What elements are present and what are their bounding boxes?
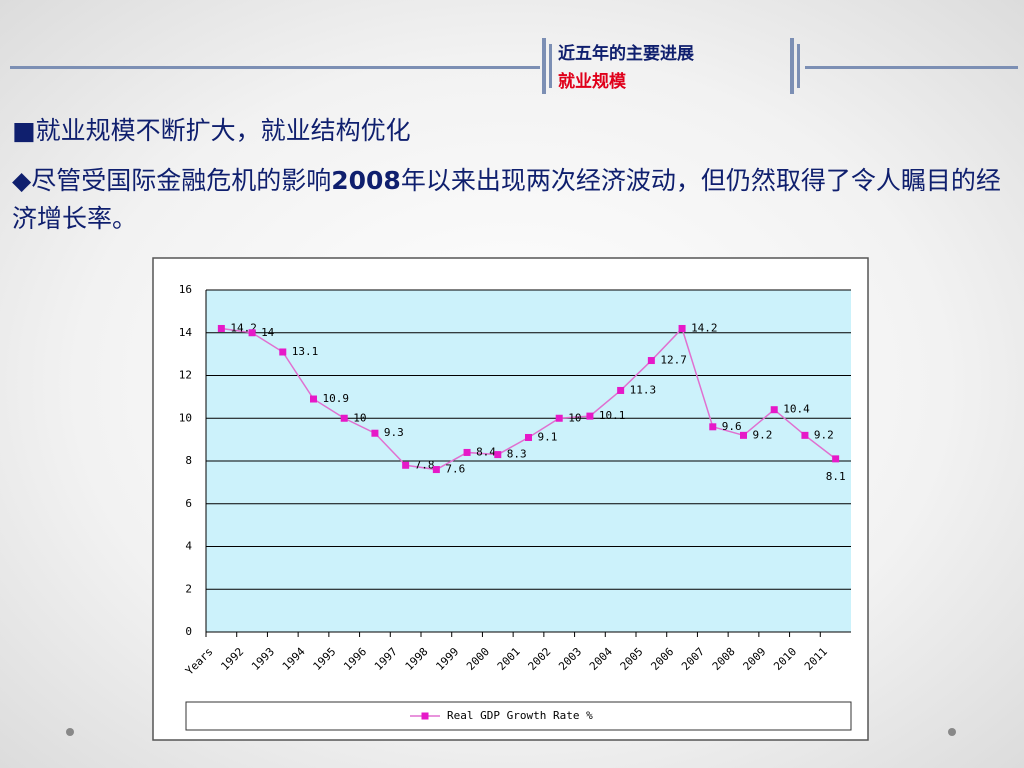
text-bold: 2008: [331, 166, 401, 195]
data-point: [647, 357, 655, 365]
decor-dot: [66, 728, 74, 736]
data-point: [770, 406, 778, 414]
y-tick-label: 2: [185, 582, 192, 595]
y-tick-label: 10: [179, 411, 192, 424]
data-label: 11.3: [630, 383, 657, 396]
data-label: 9.1: [538, 430, 558, 443]
text: ◆尽管受国际金融危机的影响: [12, 166, 332, 195]
data-point: [586, 412, 594, 420]
data-point: [310, 395, 317, 403]
header-subtitle: 就业规模: [558, 72, 626, 92]
y-tick-label: 6: [185, 497, 192, 510]
data-label: 14.2: [691, 321, 718, 334]
y-tick-label: 14: [179, 326, 193, 339]
data-label: 7.8: [415, 458, 435, 471]
decor-dot: [948, 728, 956, 736]
header: 近五年的主要进展 就业规模: [558, 40, 694, 96]
data-point: [494, 451, 502, 459]
data-label: 10.9: [323, 392, 350, 405]
data-point: [340, 414, 348, 422]
data-point: [432, 466, 440, 474]
data-label: 9.6: [722, 420, 742, 433]
legend-label: Real GDP Growth Rate %: [447, 709, 593, 722]
data-label: 9.3: [384, 426, 404, 439]
data-label: 8.4: [476, 445, 496, 458]
data-point: [402, 461, 410, 469]
data-point: [371, 429, 379, 437]
text: 年以来出现两次经济波动，但仍然取得了令人瞩目的经济增长率。: [12, 166, 1001, 233]
data-label: 14: [261, 326, 275, 339]
header-bar: [797, 44, 800, 88]
data-label: 10.1: [599, 409, 626, 422]
data-label: 10: [568, 411, 581, 424]
legend-box: [185, 701, 852, 731]
y-tick-label: 12: [179, 369, 192, 382]
header-bar: [549, 44, 552, 88]
data-label: 8.3: [507, 448, 527, 461]
data-label: 13.1: [292, 345, 319, 358]
header-bar: [790, 38, 794, 94]
data-point: [617, 386, 625, 394]
data-label: 9.2: [753, 428, 773, 441]
y-tick-label: 8: [185, 454, 192, 467]
header-line: [805, 66, 1018, 69]
data-point: [832, 455, 840, 463]
header-title: 近五年的主要进展: [558, 44, 694, 64]
bullet-text: ■就业规模不断扩大，就业结构优化: [12, 116, 411, 145]
data-label: 9.2: [814, 428, 834, 441]
legend-marker: [421, 712, 429, 720]
bullet-text: ◆尽管受国际金融危机的影响2008年以来出现两次经济波动，但仍然取得了令人瞩目的…: [12, 162, 1012, 238]
data-point: [463, 448, 471, 456]
data-label: 8.1: [826, 470, 846, 483]
data-label: 12.7: [660, 354, 687, 367]
data-point: [740, 431, 747, 439]
y-tick-label: 16: [179, 283, 192, 296]
data-point: [279, 348, 287, 356]
header-bar: [542, 38, 546, 94]
data-point: [217, 324, 225, 332]
data-point: [555, 414, 563, 422]
y-tick-label: 0: [185, 625, 192, 638]
data-label: 10: [353, 411, 366, 424]
header-line: [10, 66, 540, 69]
y-tick-label: 4: [185, 540, 192, 553]
data-point: [709, 423, 717, 431]
data-label: 7.6: [445, 463, 465, 476]
data-point: [801, 431, 809, 439]
data-point: [525, 433, 532, 441]
data-point: [248, 329, 256, 337]
data-label: 10.4: [783, 403, 810, 416]
data-point: [678, 324, 686, 332]
